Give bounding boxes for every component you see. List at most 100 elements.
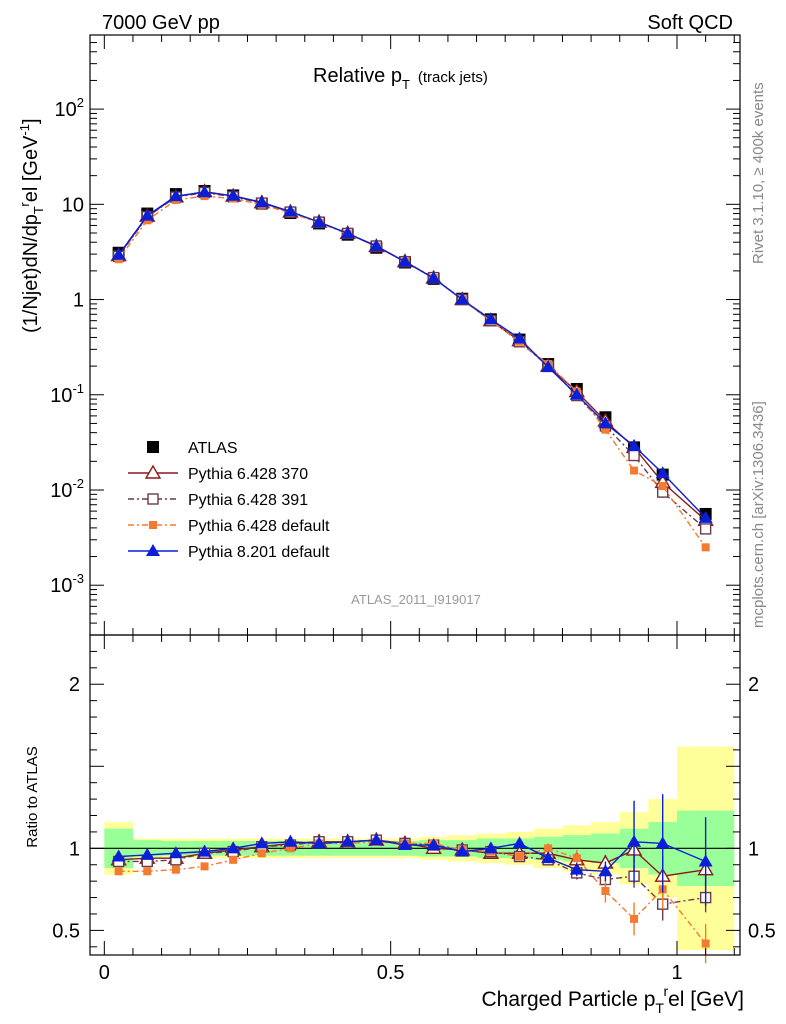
ratio-point (226, 841, 241, 854)
ratio-point (569, 862, 584, 875)
ratio-point (397, 838, 412, 851)
data-point (312, 215, 327, 228)
ratio-point (171, 865, 180, 874)
ratio-point (515, 852, 524, 861)
main-series-pythia-8-201-default (111, 185, 713, 523)
ratio-point (541, 851, 556, 864)
y-tick-label: 10-1 (50, 381, 84, 407)
data-point (701, 543, 710, 552)
ratio-point (283, 834, 298, 847)
ratio-point (630, 914, 639, 923)
data-point (111, 247, 126, 260)
data-point (254, 195, 269, 208)
legend-label: Pythia 6.428 default (188, 518, 330, 535)
legend-marker (149, 521, 157, 529)
data-point (455, 292, 470, 305)
ratio-y-axis-label: Ratio to ATLAS (24, 746, 41, 847)
header-right: Soft QCD (647, 12, 733, 34)
ylabel-pre: (1/Njet)dN/dp (20, 214, 42, 333)
data-point (340, 226, 355, 239)
data-point (140, 208, 155, 221)
data-point (168, 189, 183, 202)
ratio-point (312, 836, 327, 849)
legend-label: Pythia 6.428 391 (188, 492, 308, 509)
ratio-series-line (118, 841, 707, 944)
data-point (598, 416, 613, 429)
ratio-point (426, 838, 441, 851)
xlabel-post: el [GeV] (668, 988, 744, 1011)
data-point (426, 271, 441, 284)
data-point (397, 254, 412, 267)
ratio-point (512, 836, 527, 849)
y-tick-label: 10-2 (50, 476, 84, 502)
ratio-y-tick-label-right: 0.5 (748, 920, 776, 942)
ratio-point (601, 887, 610, 895)
ylabel-sup2: -1 (17, 124, 32, 136)
legend-marker (146, 544, 160, 556)
data-point (628, 449, 640, 462)
ratio-y-tick-label: 2 (69, 674, 80, 696)
xlabel-sub: T (655, 1000, 664, 1016)
data-point (630, 466, 639, 475)
data-point (226, 188, 241, 201)
ratio-point (572, 854, 581, 863)
ratio-point (598, 864, 613, 877)
legend: ATLAS Pythia 6.428 370 Pythia 6.428 391 Pyt… (128, 440, 330, 561)
data-point (283, 204, 298, 217)
data-point (569, 387, 584, 400)
ratio-y-tick-label-right: 1 (748, 838, 759, 860)
data-point (541, 360, 556, 373)
data-point (627, 438, 642, 451)
y-tick-label: 102 (55, 95, 84, 121)
ratio-point (483, 841, 498, 854)
ratio-y-tick-label: 0.5 (52, 920, 80, 942)
ratio-series-pythia-8-201-default (111, 794, 713, 906)
x-tick-label: 0 (99, 962, 110, 984)
ratio-y-tick-label: 1 (69, 838, 80, 860)
xlabel-sup: r (663, 983, 668, 999)
y-tick-label: 10-3 (50, 571, 84, 597)
rivet-label: Rivet 3.1.10, ≥ 400k events (750, 82, 767, 264)
ratio-point (168, 846, 183, 859)
legend-marker (144, 464, 162, 479)
data-point (658, 482, 667, 491)
y-tick-label: 10 (62, 194, 84, 216)
ylabel-sup: r (17, 202, 32, 207)
data-point (483, 312, 498, 325)
ylabel-post: ] (20, 118, 42, 124)
data-point (197, 185, 212, 198)
ratio-point (254, 836, 269, 849)
ratio-frame (89, 634, 741, 956)
ratio-point (229, 855, 238, 864)
main-y-axis-label: (1/Njet)dN/dpTrel [GeV-1] (17, 118, 46, 333)
legend-label: Pythia 6.428 370 (188, 466, 308, 483)
x-axis-label: Charged Particle pTrel [GeV] (481, 983, 744, 1016)
legend-marker (147, 493, 159, 505)
ratio-point (455, 844, 470, 857)
y-tick-label: 1 (73, 290, 84, 312)
data-point (369, 238, 384, 251)
ratio-point (257, 849, 266, 858)
ratio-point (200, 862, 209, 871)
ratio-point (140, 847, 155, 860)
x-tick-label: 0.5 (377, 962, 405, 984)
mcplots-label: mcplots.cern.ch [arXiv:1306.3436] (750, 401, 767, 628)
data-point (655, 466, 670, 479)
ratio-point (544, 844, 553, 853)
data-point (601, 425, 610, 434)
ratio-point (698, 854, 713, 867)
ratio-point (143, 867, 152, 876)
chart-title-extra: (track jets) (418, 69, 488, 86)
legend-label: ATLAS (188, 440, 238, 457)
ratio-point (114, 867, 123, 876)
ratio-point (369, 833, 384, 846)
ratio-y-tick-label-right: 2 (748, 674, 759, 696)
data-point (512, 331, 527, 344)
x-tick-label: 1 (671, 962, 682, 984)
ratio-point (655, 836, 670, 849)
ratio-point (627, 834, 642, 847)
xlabel-pre: Charged Particle p (481, 988, 655, 1011)
ratio-point (340, 834, 355, 847)
ratio-point (701, 939, 710, 948)
